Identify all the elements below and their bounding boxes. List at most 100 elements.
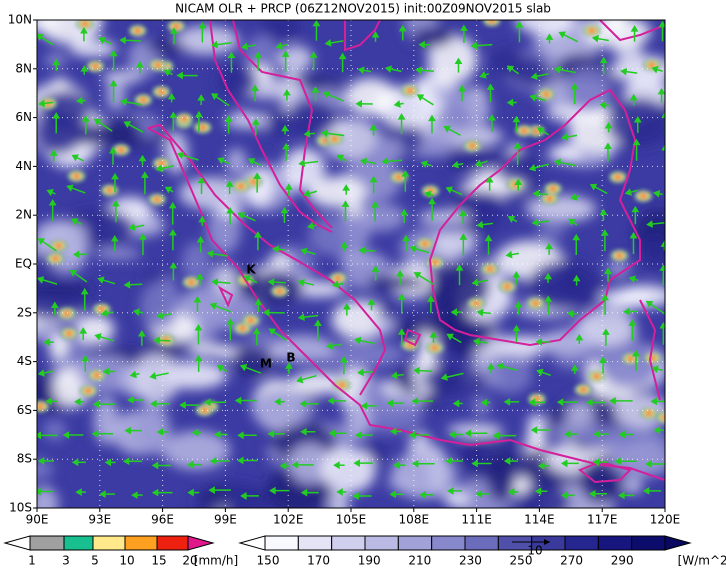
rain-cell xyxy=(240,327,245,330)
colorbar-segment xyxy=(365,536,398,550)
cloud xyxy=(245,169,273,207)
rain-cell xyxy=(433,261,438,264)
lon-label: 99E xyxy=(214,513,237,527)
rain-cell xyxy=(533,302,538,305)
cloud xyxy=(537,225,566,240)
rain-cell xyxy=(407,89,412,92)
cloud xyxy=(43,419,66,441)
colorbar-segment xyxy=(565,536,598,550)
cloud xyxy=(36,224,87,236)
rain-cell xyxy=(547,197,552,200)
rain-cell xyxy=(550,187,555,190)
cloud xyxy=(340,342,406,367)
station-label: K xyxy=(246,263,256,277)
legend-label: 290 xyxy=(611,554,634,568)
cloud xyxy=(548,145,582,162)
rain-cell xyxy=(107,189,112,192)
lat-label: 4S xyxy=(17,354,32,368)
rain-cell xyxy=(118,148,123,151)
rain-cell xyxy=(135,29,140,32)
cloud xyxy=(140,282,179,330)
colorbar-end xyxy=(5,536,30,550)
rain-cell xyxy=(646,412,651,415)
rain-cell xyxy=(615,176,620,179)
station-label: B xyxy=(286,351,295,365)
cloud xyxy=(251,388,315,428)
legend-label: 190 xyxy=(358,554,381,568)
cloud xyxy=(526,195,596,222)
cloud xyxy=(473,398,490,415)
colorbar-segment xyxy=(265,536,298,550)
rain-cell xyxy=(589,29,594,32)
rain-cell xyxy=(339,383,344,386)
cloud xyxy=(491,49,524,77)
cloud xyxy=(638,236,671,269)
rain-cell xyxy=(617,254,622,257)
rain-cell xyxy=(641,194,646,197)
lon-label: 108E xyxy=(399,513,430,527)
rain-cell xyxy=(74,175,79,178)
cloud xyxy=(391,452,457,499)
cloud xyxy=(102,70,142,84)
lat-label: 2N xyxy=(15,208,32,222)
rain-cell xyxy=(82,22,87,25)
cloud xyxy=(146,40,186,54)
rain-cell xyxy=(522,129,527,132)
rain-cell xyxy=(159,162,164,165)
station-label: M xyxy=(260,357,272,371)
rain-cell xyxy=(533,129,538,132)
rain-cell xyxy=(86,389,91,392)
cloud xyxy=(183,285,224,324)
cloud xyxy=(623,478,642,493)
lon-label: 102E xyxy=(273,513,304,527)
rain-cell xyxy=(422,242,427,245)
legend-label: 150 xyxy=(257,554,280,568)
colorbar-end xyxy=(188,536,213,550)
colorbar-segment xyxy=(598,536,631,550)
legend-unit: [W/m^2] xyxy=(678,554,726,568)
rain-cell xyxy=(277,290,282,293)
cloud xyxy=(174,26,239,55)
colorbar-segment xyxy=(332,536,365,550)
colorbar-segment xyxy=(432,536,465,550)
rain-cell xyxy=(432,346,437,349)
colorbar-end xyxy=(665,536,690,550)
rain-cell xyxy=(66,332,71,335)
arrow-head xyxy=(36,489,40,494)
legend-label: 10 xyxy=(119,554,134,568)
lat-label: 10S xyxy=(9,501,32,515)
cloud xyxy=(95,247,141,260)
rain-cell xyxy=(594,375,599,378)
legend-label: 230 xyxy=(459,554,482,568)
legend-label: 1 xyxy=(28,554,36,568)
lat-label: 8S xyxy=(17,452,32,466)
map xyxy=(7,0,681,526)
legend-unit: [mm/h] xyxy=(194,554,238,568)
cloud xyxy=(74,314,114,344)
lon-label: 120E xyxy=(650,513,681,527)
cloud xyxy=(422,366,488,394)
title: NICAM OLR + PRCP (06Z12NOV2015) init:00Z… xyxy=(175,2,551,16)
rain-cell xyxy=(155,63,160,66)
lon-label: 96E xyxy=(151,513,174,527)
rain-cell xyxy=(335,277,340,280)
rain-cell xyxy=(505,285,510,288)
lon-label: 114E xyxy=(524,513,555,527)
rain-cell xyxy=(141,98,146,101)
rain-cell xyxy=(200,126,205,129)
rain-cell xyxy=(628,357,633,360)
rain-cell xyxy=(53,257,58,260)
cloud xyxy=(412,27,453,47)
rain-cell xyxy=(332,137,337,140)
rain-cell xyxy=(56,244,61,247)
cloud xyxy=(345,78,397,115)
lon-label: 93E xyxy=(88,513,111,527)
lon-label: 105E xyxy=(336,513,367,527)
lon-label: 117E xyxy=(587,513,618,527)
rain-cell xyxy=(581,388,586,391)
colorbar-segment xyxy=(30,536,64,550)
rain-cell xyxy=(251,180,256,183)
colorbar-segment xyxy=(157,536,188,550)
legend-label: 15 xyxy=(151,554,166,568)
